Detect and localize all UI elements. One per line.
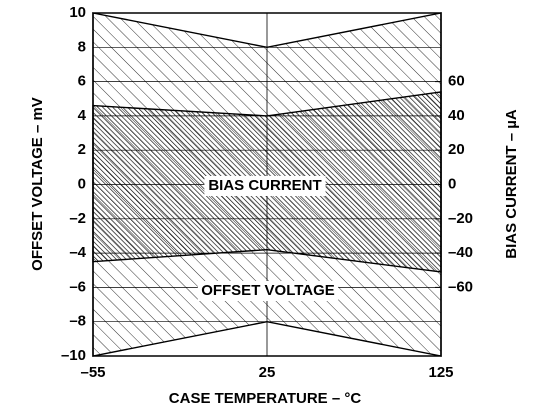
- x-tick-label: 125: [428, 364, 453, 381]
- y-tick-label: 0: [78, 175, 86, 192]
- x-tick-label: –55: [80, 364, 105, 381]
- y-tick-label: –8: [69, 313, 86, 330]
- label-background: [197, 281, 339, 301]
- label-background: [204, 176, 326, 196]
- y-tick-label: –4: [69, 244, 86, 261]
- x-axis-title: CASE TEMPERATURE – °C: [169, 390, 362, 407]
- y2-tick-label: 20: [448, 141, 465, 158]
- y-tick-label: –2: [69, 210, 86, 227]
- y-axis-title: OFFSET VOLTAGE – mV: [29, 97, 46, 271]
- series-label: OFFSET VOLTAGE: [201, 282, 335, 299]
- y-tick-label: 10: [69, 4, 86, 21]
- series-label: BIAS CURRENT: [208, 177, 321, 194]
- y-tick-label: 2: [78, 141, 86, 158]
- y-tick-label: –6: [69, 278, 86, 295]
- y-tick-label: 4: [78, 107, 87, 124]
- y2-tick-label: 40: [448, 107, 465, 124]
- y2-tick-label: –20: [448, 210, 473, 227]
- y2-tick-label: –60: [448, 278, 473, 295]
- y2-axis-title: BIAS CURRENT – µA: [503, 109, 520, 259]
- x-tick-label: 25: [259, 364, 276, 381]
- y-tick-label: –10: [61, 347, 86, 364]
- y2-tick-label: –40: [448, 244, 473, 261]
- y-tick-label: 8: [78, 38, 86, 55]
- y2-tick-label: 0: [448, 175, 456, 192]
- y2-tick-label: 60: [448, 73, 465, 90]
- y-tick-label: 6: [78, 73, 86, 90]
